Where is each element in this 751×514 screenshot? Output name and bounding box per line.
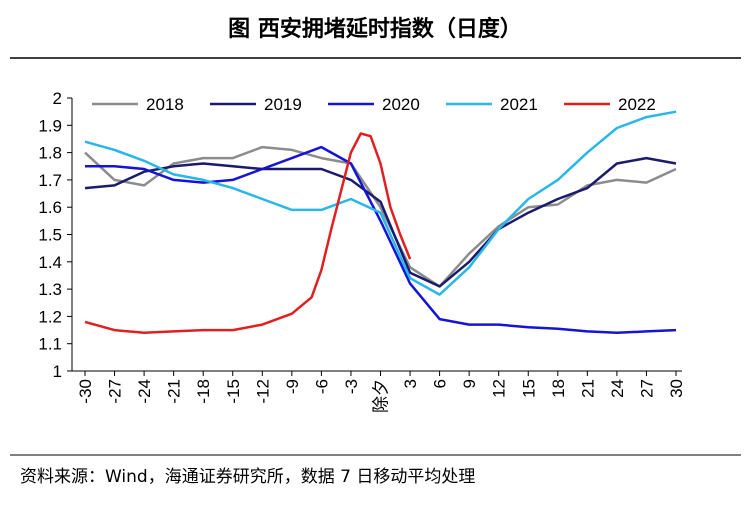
series-line xyxy=(84,132,412,335)
x-tick-label: -24 xyxy=(135,379,154,404)
series-line xyxy=(85,145,677,335)
y-tick-label: 1.9 xyxy=(38,116,62,135)
legend-label: 2020 xyxy=(382,95,420,114)
legend-label: 2022 xyxy=(618,95,656,114)
x-tick-label: -30 xyxy=(76,379,95,404)
x-tick-label: 15 xyxy=(519,379,538,398)
x-tick-label: 24 xyxy=(608,379,627,398)
x-tick-label: 12 xyxy=(490,379,509,398)
x-tick-label: 30 xyxy=(667,379,686,398)
x-tick-label: -15 xyxy=(224,379,243,404)
legend-label: 2021 xyxy=(500,95,538,114)
x-tick-label: -6 xyxy=(312,379,331,394)
chart-title: 图 西安拥堵延时指数（日度） xyxy=(228,16,522,42)
y-tick-label: 1 xyxy=(53,362,62,381)
x-tick-label: 21 xyxy=(578,379,597,398)
x-tick-label: 3 xyxy=(401,379,420,388)
x-tick-label: -12 xyxy=(253,379,272,404)
legend-label: 2019 xyxy=(264,95,302,114)
y-tick-label: 1.5 xyxy=(38,226,62,245)
x-tick-label: -9 xyxy=(283,379,302,394)
x-tick-label: 除夕 xyxy=(372,379,391,413)
x-tick-label: 27 xyxy=(637,379,656,398)
y-tick-label: 1.7 xyxy=(38,171,62,190)
y-tick-label: 1.2 xyxy=(38,307,62,326)
x-tick-label: 9 xyxy=(460,379,479,388)
series-line xyxy=(84,156,677,288)
x-tick-label: -27 xyxy=(106,379,125,404)
y-tick-label: 2 xyxy=(53,89,62,108)
y-tick-label: 1.6 xyxy=(38,198,62,217)
series-line xyxy=(84,110,677,296)
y-tick-label: 1.4 xyxy=(38,253,62,272)
x-tick-label: -3 xyxy=(342,379,361,394)
x-tick-label: 6 xyxy=(431,379,450,388)
y-tick-label: 1.1 xyxy=(38,335,62,354)
x-tick-label: 18 xyxy=(549,379,568,398)
x-tick-label: -18 xyxy=(194,379,213,404)
y-tick-label: 1.8 xyxy=(38,144,62,163)
source-note: 资料来源：Wind，海通证券研究所，数据 7 日移动平均处理 xyxy=(20,467,475,487)
legend-label: 2018 xyxy=(146,95,184,114)
y-tick-label: 1.3 xyxy=(38,280,62,299)
x-tick-label: -21 xyxy=(165,379,184,404)
